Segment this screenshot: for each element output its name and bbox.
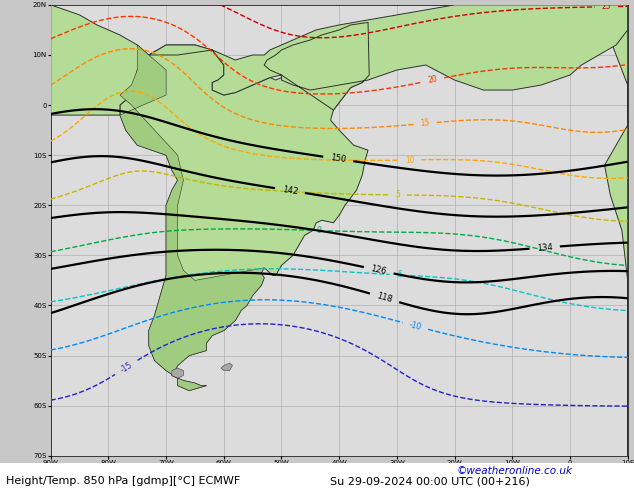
Text: 126: 126 bbox=[370, 264, 387, 276]
Text: 118: 118 bbox=[376, 292, 394, 304]
Text: -10: -10 bbox=[408, 320, 422, 332]
Text: Height/Temp. 850 hPa [gdmp][°C] ECMWF: Height/Temp. 850 hPa [gdmp][°C] ECMWF bbox=[6, 476, 240, 486]
Polygon shape bbox=[221, 363, 233, 370]
Text: 150: 150 bbox=[330, 153, 347, 165]
Text: 10: 10 bbox=[404, 155, 415, 165]
Text: 20: 20 bbox=[427, 75, 438, 85]
Text: Su 29-09-2024 00:00 UTC (00+216): Su 29-09-2024 00:00 UTC (00+216) bbox=[330, 476, 529, 486]
Text: 134: 134 bbox=[536, 243, 553, 253]
Text: 142: 142 bbox=[281, 185, 299, 196]
Text: 15: 15 bbox=[420, 119, 430, 128]
Text: -5: -5 bbox=[396, 270, 404, 280]
Text: -15: -15 bbox=[119, 360, 134, 374]
Text: 25: 25 bbox=[602, 2, 611, 11]
Polygon shape bbox=[120, 45, 264, 391]
Text: ©weatheronline.co.uk: ©weatheronline.co.uk bbox=[456, 466, 573, 476]
Text: 0: 0 bbox=[316, 226, 321, 235]
Polygon shape bbox=[172, 368, 183, 378]
Polygon shape bbox=[51, 5, 628, 115]
Polygon shape bbox=[593, 5, 628, 456]
Text: 5: 5 bbox=[396, 191, 401, 199]
Polygon shape bbox=[120, 23, 369, 391]
